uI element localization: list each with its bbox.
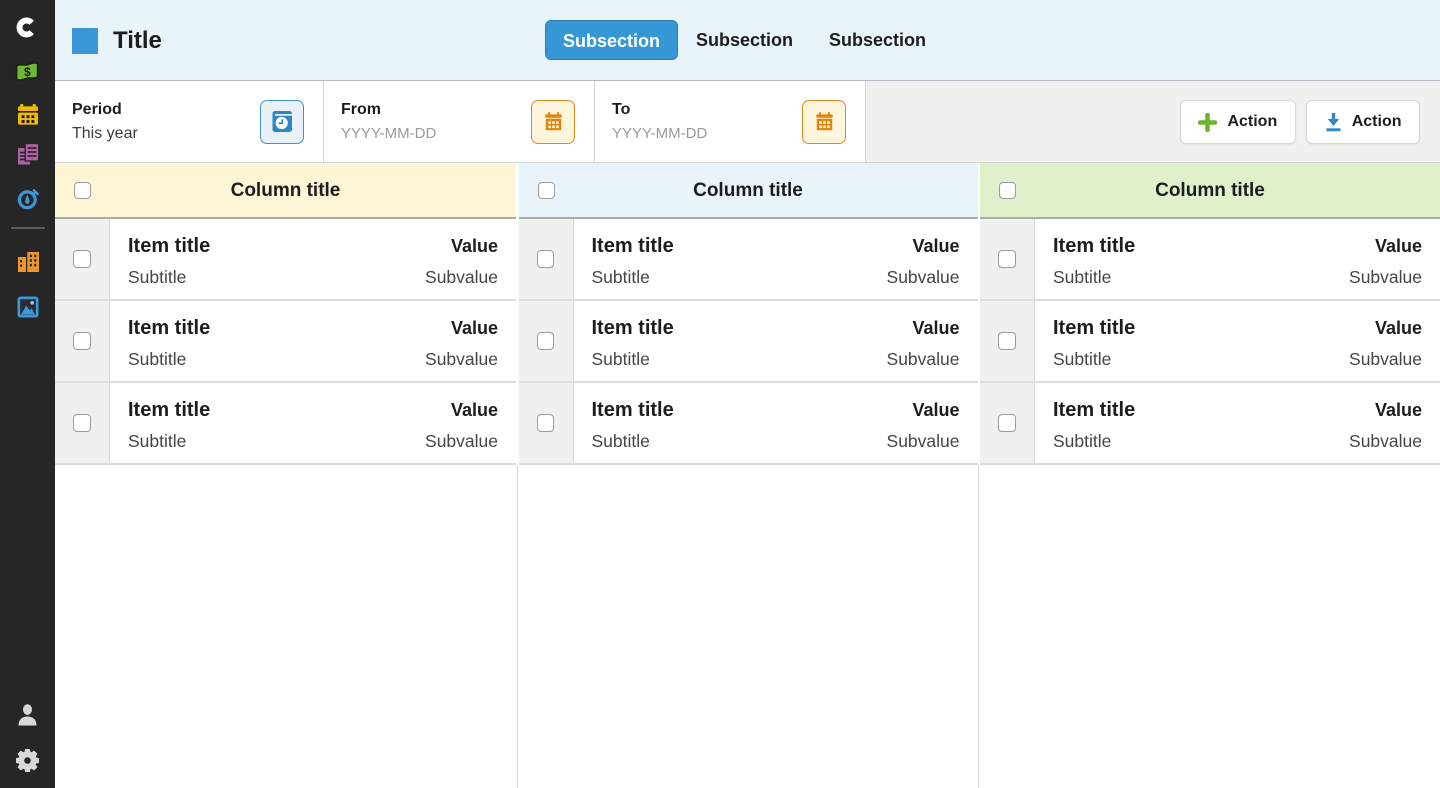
svg-text:$: $ bbox=[24, 65, 31, 79]
